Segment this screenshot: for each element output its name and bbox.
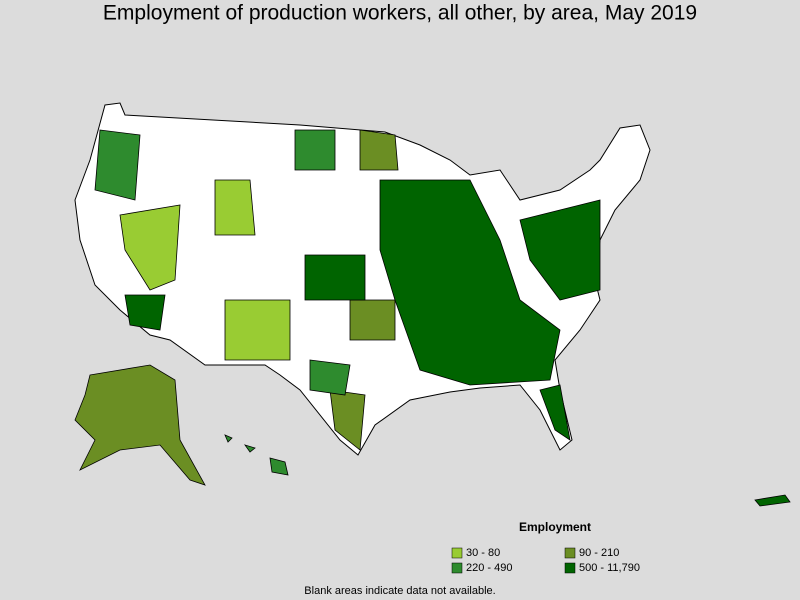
area [94,129,141,201]
area [539,384,571,441]
legend-swatch [451,562,463,574]
area [379,179,561,386]
area [519,199,601,301]
alaska [74,364,206,486]
area [214,179,256,236]
area [349,299,396,341]
legend-label: 500 - 11,790 [579,562,640,574]
legend-swatch [451,547,463,559]
area [304,254,366,301]
hawaii [224,434,289,476]
legend-label: 220 - 490 [466,562,512,574]
legend-title: Employment [519,520,591,534]
map-title: Employment of production workers, all ot… [103,2,697,25]
legend-swatch [564,547,576,559]
footnote: Blank areas indicate data not available. [304,585,495,597]
area [224,299,291,361]
area [359,129,399,171]
legend-label: 90 - 210 [579,547,619,559]
area [124,294,166,331]
legend: Employment 30 - 80 90 - 210 220 - 490 500 -… [451,520,640,574]
puerto-rico [754,494,791,507]
area [309,359,351,396]
area [329,389,366,451]
legend-label: 30 - 80 [466,547,500,559]
legend-swatch [564,562,576,574]
area [294,129,336,171]
area [119,204,181,291]
map [74,102,791,507]
